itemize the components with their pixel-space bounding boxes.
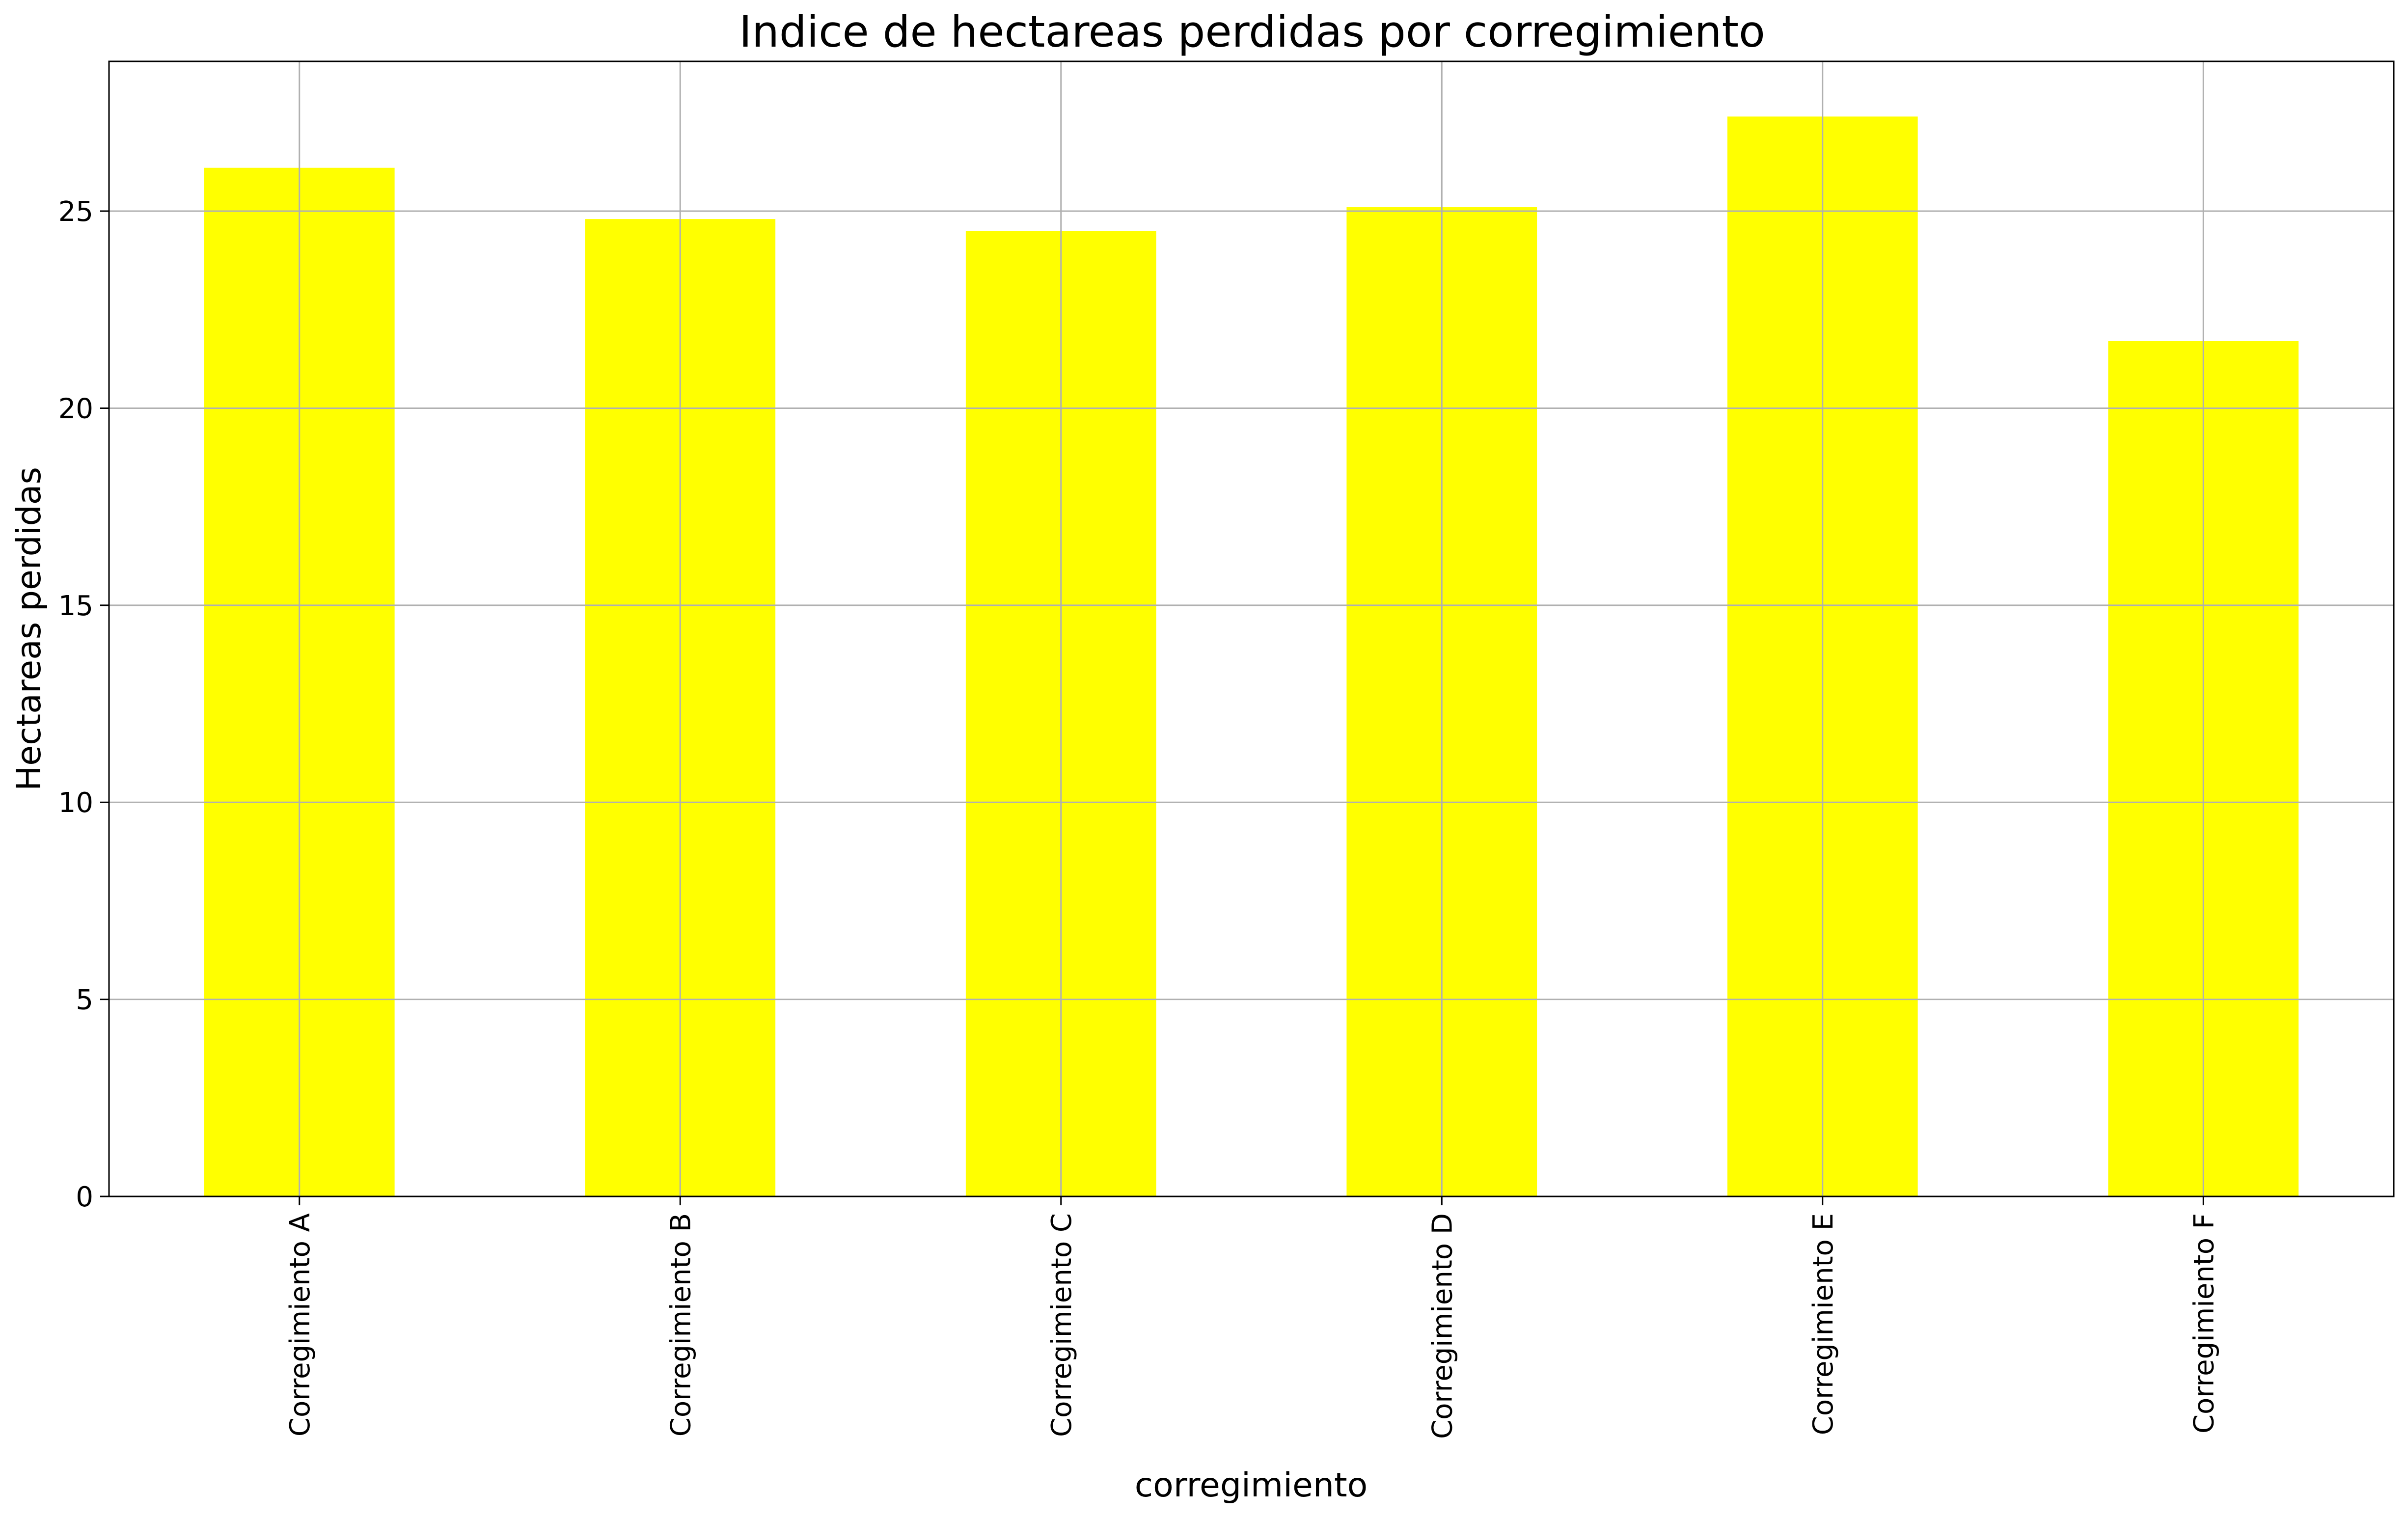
x-tick-label: Corregimiento C — [1046, 1213, 1078, 1437]
x-tick-label: Corregimiento F — [2188, 1213, 2220, 1434]
chart-title: Indice de hectareas perdidas por corregi… — [739, 6, 1765, 57]
y-tick-label: 15 — [58, 590, 93, 622]
plot-frame — [108, 60, 2395, 1197]
y-tick-label: 5 — [76, 984, 93, 1016]
y-tick-label: 20 — [58, 393, 93, 425]
x-tick-label: Corregimiento B — [665, 1213, 697, 1437]
x-tick-label: Corregimiento A — [284, 1213, 316, 1437]
x-tick-label: Corregimiento D — [1426, 1213, 1458, 1439]
x-axis-label: corregimiento — [1135, 1466, 1368, 1505]
y-tick-label: 0 — [76, 1181, 93, 1213]
x-tick-label: Corregimiento E — [1807, 1213, 1839, 1435]
y-axis-label: Hectareas perdidas — [10, 467, 49, 791]
y-axis-ticks: 0 5 10 15 20 25 — [58, 196, 109, 1213]
x-axis-ticks: Corregimiento A Corregimiento B Corregimie… — [284, 1196, 2220, 1439]
y-tick-label: 25 — [58, 196, 93, 228]
y-tick-label: 10 — [58, 787, 93, 819]
